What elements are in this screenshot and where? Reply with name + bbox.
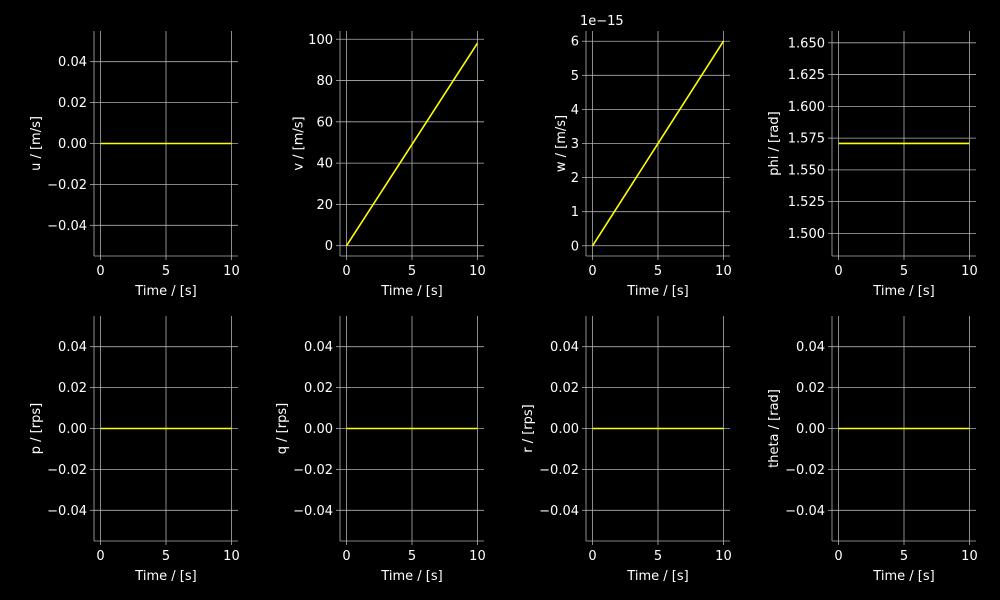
x-axis-label: Time / [s] bbox=[380, 284, 442, 299]
y-tick-label: 4 bbox=[571, 103, 579, 118]
y-axis-label: q / [rps] bbox=[275, 403, 290, 454]
x-tick-label: 5 bbox=[900, 549, 908, 564]
y-axis-label: u / [m/s] bbox=[29, 116, 44, 171]
x-tick-label: 5 bbox=[900, 264, 908, 279]
y-tick-label: 0.04 bbox=[304, 340, 333, 355]
series-line bbox=[591, 40, 725, 247]
x-tick-label: 0 bbox=[588, 264, 596, 279]
y-tick-label: 0.02 bbox=[796, 381, 825, 396]
y-tick-label: 0.02 bbox=[58, 381, 87, 396]
y-tick-label: −0.04 bbox=[293, 504, 333, 519]
y-tick-label: 0.00 bbox=[550, 422, 579, 437]
y-tick-label: 0.04 bbox=[58, 55, 87, 70]
x-tick-label: 10 bbox=[961, 549, 978, 564]
y-axis-label: w / [m/s] bbox=[554, 115, 569, 172]
y-tick-label: 0.00 bbox=[58, 422, 87, 437]
x-tick-label: 10 bbox=[223, 264, 240, 279]
x-tick-label: 5 bbox=[162, 264, 170, 279]
y-offset-label: 1e−15 bbox=[580, 14, 624, 29]
y-tick-label: −0.02 bbox=[785, 463, 825, 478]
subplot-4: 0 5 10 1.500 1.525 1.550 1.575 1.600 1.625 1.650 T… bbox=[767, 31, 978, 299]
x-tick-label: 5 bbox=[654, 264, 662, 279]
y-tick-label: 1.550 bbox=[788, 163, 825, 178]
y-tick-label: 1.525 bbox=[788, 195, 825, 210]
x-tick-label: 0 bbox=[96, 549, 104, 564]
y-axis-label: theta / [rad] bbox=[767, 389, 782, 468]
x-tick-label: 0 bbox=[96, 264, 104, 279]
subplot-6: 0 5 10 −0.04 −0.02 0.00 0.02 0.04 Time / [s] q / … bbox=[275, 316, 486, 584]
y-tick-label: 1 bbox=[571, 205, 579, 220]
y-tick-label: 0.02 bbox=[304, 381, 333, 396]
x-tick-label: 10 bbox=[715, 549, 732, 564]
x-tick-label: 0 bbox=[588, 549, 596, 564]
series-line bbox=[345, 42, 479, 247]
y-tick-label: 0 bbox=[325, 239, 333, 254]
x-tick-label: 10 bbox=[715, 264, 732, 279]
x-tick-label: 10 bbox=[469, 549, 486, 564]
x-tick-label: 5 bbox=[408, 549, 416, 564]
subplot-8: 0 5 10 −0.04 −0.02 0.00 0.02 0.04 Time / [s] thet… bbox=[767, 316, 978, 584]
y-tick-label: 0.00 bbox=[796, 422, 825, 437]
y-tick-label: −0.02 bbox=[47, 463, 87, 478]
y-tick-label: 0.02 bbox=[58, 96, 87, 111]
y-tick-label: 60 bbox=[316, 115, 333, 130]
x-tick-label: 10 bbox=[469, 264, 486, 279]
x-tick-label: 10 bbox=[961, 264, 978, 279]
y-tick-label: −0.04 bbox=[785, 504, 825, 519]
y-tick-label: 3 bbox=[571, 137, 579, 152]
y-tick-label: 1.625 bbox=[788, 68, 825, 83]
y-tick-label: 1.575 bbox=[788, 132, 825, 147]
x-tick-label: 5 bbox=[654, 549, 662, 564]
y-tick-label: −0.04 bbox=[47, 504, 87, 519]
x-tick-label: 0 bbox=[342, 264, 350, 279]
y-tick-label: 0.04 bbox=[58, 340, 87, 355]
x-axis-label: Time / [s] bbox=[134, 284, 196, 299]
y-tick-label: 80 bbox=[316, 74, 333, 89]
x-axis-label: Time / [s] bbox=[380, 569, 442, 584]
x-tick-label: 10 bbox=[223, 549, 240, 564]
subplot-1: 0 5 10 −0.04 −0.02 0.00 0.02 0.04 Time / [s] u / … bbox=[29, 31, 240, 299]
y-axis-label: r / [rps] bbox=[521, 404, 536, 453]
x-axis-label: Time / [s] bbox=[872, 284, 934, 299]
y-axis-label: v / [m/s] bbox=[291, 116, 306, 170]
x-tick-label: 5 bbox=[408, 264, 416, 279]
x-tick-label: 0 bbox=[342, 549, 350, 564]
y-axis-label: phi / [rad] bbox=[767, 111, 782, 175]
y-tick-label: 5 bbox=[571, 69, 579, 84]
subplot-3: 0 5 10 0 1 2 3 4 5 61e−15 Time / [s] w / [m/s] bbox=[554, 14, 732, 299]
y-tick-label: −0.04 bbox=[539, 504, 579, 519]
x-tick-label: 0 bbox=[834, 549, 842, 564]
y-tick-label: −0.04 bbox=[47, 219, 87, 234]
y-tick-label: 100 bbox=[308, 33, 333, 48]
x-axis-label: Time / [s] bbox=[626, 569, 688, 584]
subplot-7: 0 5 10 −0.04 −0.02 0.00 0.02 0.04 Time / [s] r / … bbox=[521, 316, 732, 584]
y-tick-label: 6 bbox=[571, 35, 579, 50]
y-tick-label: −0.02 bbox=[293, 463, 333, 478]
y-tick-label: 40 bbox=[316, 157, 333, 172]
y-tick-label: −0.02 bbox=[47, 178, 87, 193]
y-tick-label: 0.02 bbox=[550, 381, 579, 396]
y-axis-label: p / [rps] bbox=[29, 403, 44, 454]
y-tick-label: 1.600 bbox=[788, 100, 825, 115]
y-tick-label: 0 bbox=[571, 239, 579, 254]
x-axis-label: Time / [s] bbox=[872, 569, 934, 584]
y-tick-label: 20 bbox=[316, 198, 333, 213]
x-tick-label: 5 bbox=[162, 549, 170, 564]
subplot-5: 0 5 10 −0.04 −0.02 0.00 0.02 0.04 Time / [s] p / … bbox=[29, 316, 240, 584]
y-tick-label: 1.500 bbox=[788, 227, 825, 242]
y-tick-label: 0.00 bbox=[304, 422, 333, 437]
y-tick-label: 2 bbox=[571, 171, 579, 186]
y-tick-label: 0.04 bbox=[550, 340, 579, 355]
x-axis-label: Time / [s] bbox=[134, 569, 196, 584]
y-tick-label: 0.00 bbox=[58, 137, 87, 152]
y-tick-label: −0.02 bbox=[539, 463, 579, 478]
y-tick-label: 1.650 bbox=[788, 36, 825, 51]
y-tick-label: 0.04 bbox=[796, 340, 825, 355]
x-tick-label: 0 bbox=[834, 264, 842, 279]
x-axis-label: Time / [s] bbox=[626, 284, 688, 299]
